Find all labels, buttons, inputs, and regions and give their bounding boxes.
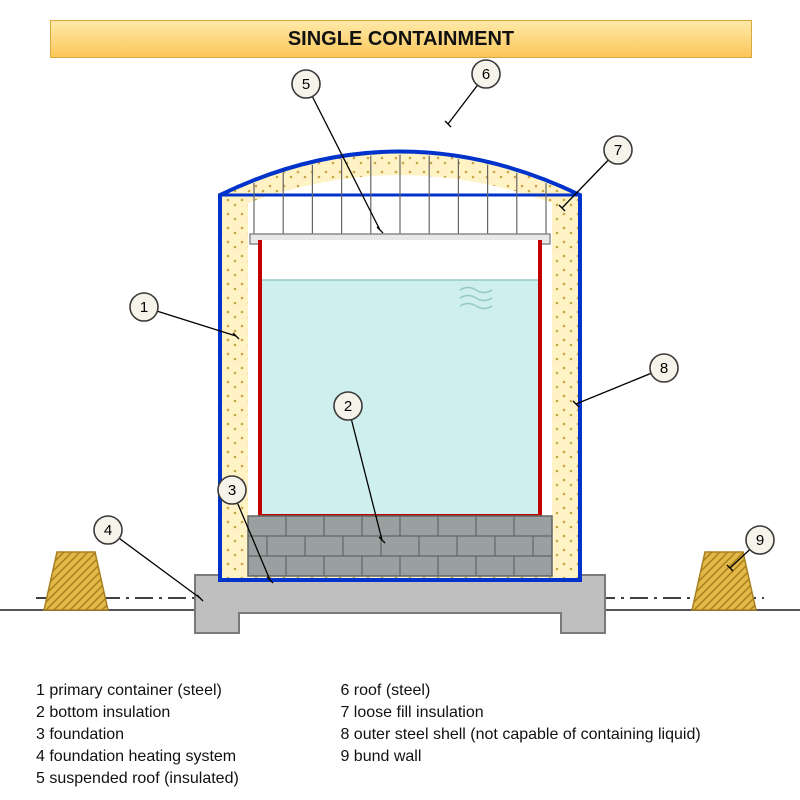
legend-item: 5 suspended roof (insulated) bbox=[36, 768, 336, 790]
callout-number: 3 bbox=[228, 482, 236, 499]
containment-diagram: 1 2 3 4 5 6 7 8 9 bbox=[0, 0, 800, 680]
legend: 1 primary container (steel) 2 bottom ins… bbox=[36, 680, 760, 790]
legend-item: 8 outer steel shell (not capable of cont… bbox=[340, 724, 760, 746]
legend-item: 1 primary container (steel) bbox=[36, 680, 336, 702]
callout-number: 6 bbox=[482, 66, 490, 83]
bund-wall bbox=[44, 552, 108, 610]
callout-number: 8 bbox=[660, 360, 668, 377]
legend-item: 7 loose fill insulation bbox=[340, 702, 760, 724]
callout-number: 1 bbox=[140, 299, 148, 316]
legend-col-left: 1 primary container (steel) 2 bottom ins… bbox=[36, 680, 336, 790]
callout-number: 4 bbox=[104, 522, 112, 539]
legend-item: 3 foundation bbox=[36, 724, 336, 746]
vapor-space bbox=[262, 240, 538, 280]
legend-item: 4 foundation heating system bbox=[36, 746, 336, 768]
callout-number: 9 bbox=[756, 532, 764, 549]
legend-item: 6 roof (steel) bbox=[340, 680, 760, 702]
foundation bbox=[195, 575, 605, 633]
bund-wall bbox=[692, 552, 756, 610]
legend-item: 2 bottom insulation bbox=[36, 702, 336, 724]
callout-number: 7 bbox=[614, 142, 622, 159]
liquid bbox=[262, 280, 538, 516]
legend-col-right: 6 roof (steel) 7 loose fill insulation 8… bbox=[340, 680, 760, 768]
leader-line bbox=[108, 530, 200, 598]
legend-item: 9 bund wall bbox=[340, 746, 760, 768]
callout-number: 2 bbox=[344, 398, 352, 415]
callout-number: 5 bbox=[302, 76, 310, 93]
